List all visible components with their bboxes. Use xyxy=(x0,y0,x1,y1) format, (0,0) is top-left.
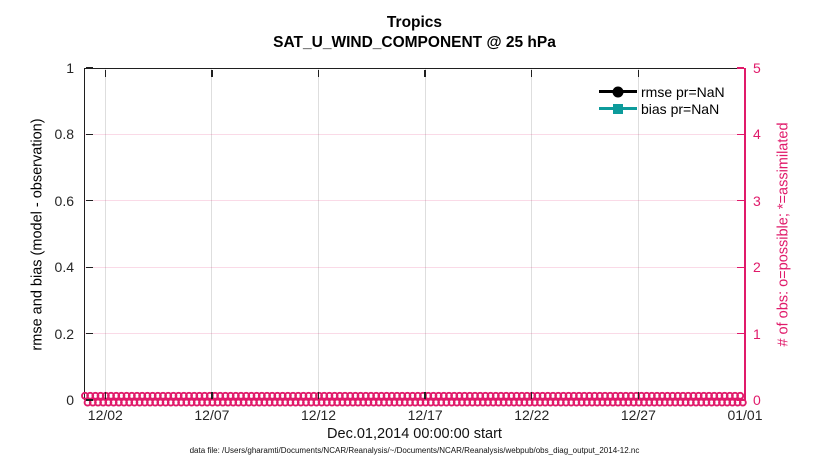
y-tick-right xyxy=(736,332,744,335)
y-gridline xyxy=(84,333,745,335)
x-tick-bottom xyxy=(531,391,533,399)
y-tick-right xyxy=(736,399,744,401)
x-axis-label: Dec.01,2014 00:00:00 start xyxy=(327,426,502,442)
x-tick-bottom xyxy=(104,391,106,399)
rmse-line-sample xyxy=(599,86,637,97)
legend-label-rmse: rmse pr=NaN xyxy=(641,83,725,100)
legend-item-bias: bias pr=NaN xyxy=(599,100,725,117)
bias-line-sample xyxy=(599,103,637,114)
x-tick-label: 12/27 xyxy=(620,407,656,423)
y-tick-label-right: 2 xyxy=(753,259,761,276)
y-tick-label-left: 0.6 xyxy=(54,192,74,209)
y-gridline xyxy=(84,200,745,202)
legend: rmse pr=NaN bias pr=NaN xyxy=(599,83,725,117)
plot-title: Tropics SAT_U_WIND_COMPONENT @ 25 hPa xyxy=(84,13,745,52)
x-tick-label: 12/07 xyxy=(194,407,230,423)
x-gridline xyxy=(211,68,213,400)
y-tick-label-left: 0.8 xyxy=(54,126,74,143)
obs-count-marker-band xyxy=(81,391,747,407)
x-tick-bottom xyxy=(211,391,213,399)
y-tick-left xyxy=(85,133,93,136)
y-tick-label-left: 0.4 xyxy=(54,259,74,276)
y-tick-label-left: 0.2 xyxy=(54,325,74,342)
x-tick-top xyxy=(211,69,213,77)
title-variable: SAT_U_WIND_COMPONENT @ 25 hPa xyxy=(273,33,556,51)
y-tick-right xyxy=(736,67,744,69)
x-tick-top xyxy=(317,69,320,77)
y-tick-left xyxy=(85,332,93,335)
y-tick-label-right: 4 xyxy=(753,126,761,143)
y-tick-label-right: 1 xyxy=(753,325,761,342)
left-y-axis-label: rmse and bias (model - observation) xyxy=(29,118,46,351)
x-gridline xyxy=(318,68,320,400)
y-tick-label-right: 5 xyxy=(753,60,761,76)
legend-label-bias: bias pr=NaN xyxy=(641,100,720,117)
legend-item-rmse: rmse pr=NaN xyxy=(599,83,725,100)
x-tick-bottom xyxy=(424,391,426,399)
x-tick-label: 12/22 xyxy=(514,407,550,423)
data-file-caption: data file: /Users/gharamti/Documents/NCA… xyxy=(189,446,640,455)
y-tick-right xyxy=(736,133,744,136)
y-tick-left xyxy=(85,399,93,401)
x-tick-label: 01/01 xyxy=(727,407,763,423)
y-gridline xyxy=(84,133,745,135)
y-gridline xyxy=(84,266,745,268)
y-tick-right xyxy=(736,200,744,202)
y-tick-label-right: 0 xyxy=(753,392,761,408)
y-tick-label-right: 3 xyxy=(753,192,761,209)
x-gridline xyxy=(637,68,639,400)
x-gridline xyxy=(424,68,426,400)
y-tick-left xyxy=(85,266,93,268)
right-y-axis-label: # of obs: o=possible; *=assimilated xyxy=(775,122,792,347)
x-tick-label: 12/17 xyxy=(407,407,443,423)
x-tick-top xyxy=(424,69,426,77)
x-tick-bottom xyxy=(317,391,320,399)
x-tick-top xyxy=(531,69,533,77)
title-region: Tropics xyxy=(386,14,443,31)
y-tick-label-left: 1 xyxy=(66,60,74,76)
x-tick-label: 12/02 xyxy=(87,407,123,423)
y-tick-left xyxy=(85,67,93,69)
plot-area xyxy=(84,68,745,400)
x-tick-top xyxy=(637,69,640,77)
x-tick-top xyxy=(104,69,106,77)
x-gridline xyxy=(531,68,533,400)
x-gridline xyxy=(104,68,106,400)
x-tick-label: 12/12 xyxy=(301,407,337,423)
y-tick-right xyxy=(736,266,744,268)
rmse-circle-marker-icon xyxy=(612,86,624,97)
right-y-axis-line xyxy=(743,68,746,400)
bias-square-marker-icon xyxy=(613,103,623,114)
y-tick-label-left: 0 xyxy=(66,392,74,408)
y-tick-left xyxy=(85,200,93,202)
x-tick-bottom xyxy=(637,391,640,399)
